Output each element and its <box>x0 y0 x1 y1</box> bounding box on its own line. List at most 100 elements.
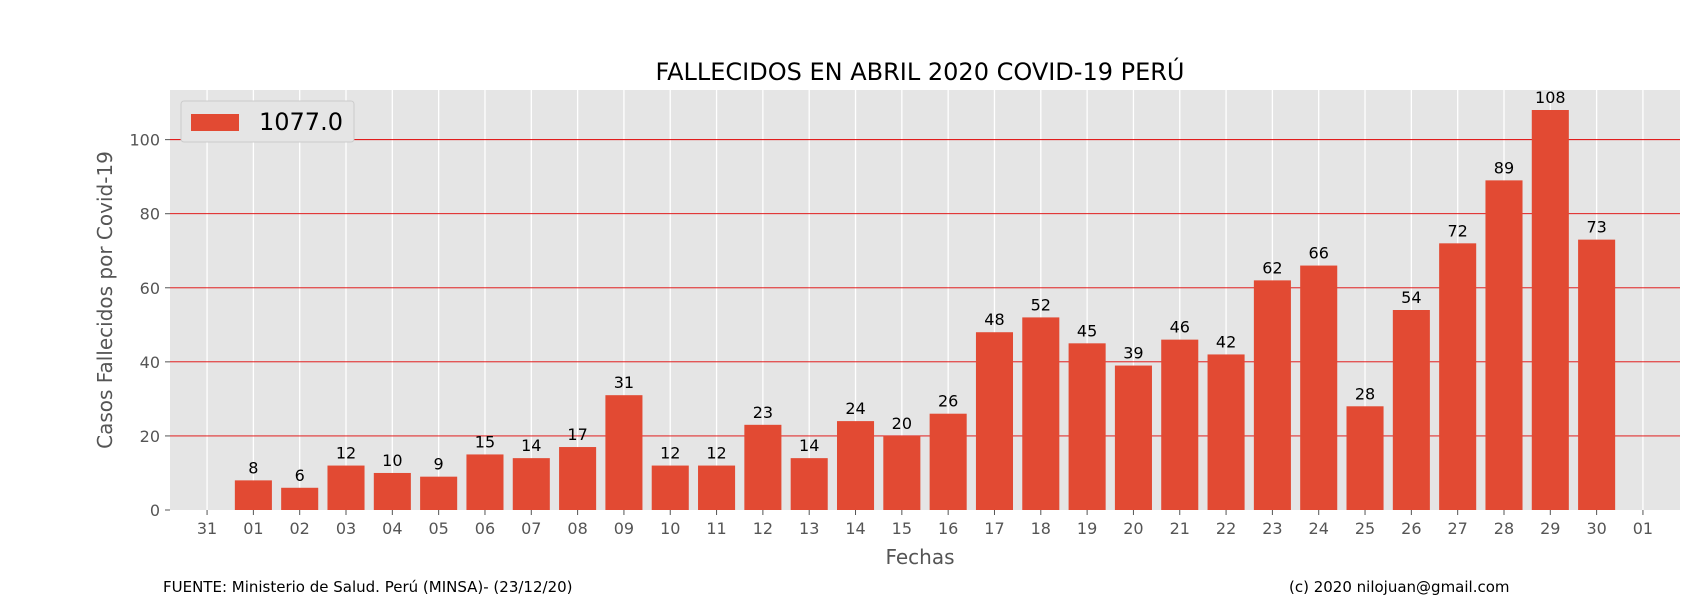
x-axis-label: Fechas <box>885 545 954 569</box>
x-tick-label: 07 <box>521 519 541 538</box>
x-tick-label: 30 <box>1586 519 1606 538</box>
x-tick-label: 04 <box>382 519 402 538</box>
x-tick-label: 19 <box>1077 519 1097 538</box>
bar <box>512 458 550 510</box>
bar-value-label: 89 <box>1494 158 1514 177</box>
bar-value-label: 17 <box>567 425 587 444</box>
bar-value-label: 39 <box>1123 344 1143 363</box>
x-tick-label: 17 <box>984 519 1004 538</box>
bar <box>836 421 875 510</box>
bar-value-label: 62 <box>1262 258 1282 277</box>
bar <box>1578 239 1616 510</box>
x-tick-label: 22 <box>1216 519 1236 538</box>
bar-value-label: 14 <box>799 436 819 455</box>
y-tick-label: 80 <box>140 205 160 224</box>
y-axis-label: Casos Fallecidos por Covid-19 <box>93 151 117 449</box>
bar <box>559 447 597 510</box>
x-tick-label: 24 <box>1309 519 1329 538</box>
bar-value-label: 8 <box>248 458 258 477</box>
bar <box>929 413 967 510</box>
bar-value-label: 52 <box>1031 295 1051 314</box>
bar-value-label: 26 <box>938 392 958 411</box>
x-tick-label: 08 <box>567 519 587 538</box>
bar <box>1300 265 1338 510</box>
bar <box>1439 243 1477 511</box>
bar-value-label: 12 <box>336 444 356 463</box>
x-tick-label: 10 <box>660 519 680 538</box>
x-tick-label: 23 <box>1262 519 1282 538</box>
bar <box>373 472 411 510</box>
bar <box>1207 354 1245 510</box>
y-tick-label: 60 <box>140 279 160 298</box>
bar <box>281 487 319 510</box>
bar-value-label: 48 <box>984 310 1004 329</box>
bar-value-label: 73 <box>1586 218 1606 237</box>
bar-value-label: 12 <box>660 444 680 463</box>
bar-value-label: 14 <box>521 436 541 455</box>
bar <box>1531 110 1569 510</box>
x-tick-label: 09 <box>614 519 634 538</box>
bar <box>1022 317 1060 510</box>
bar <box>744 424 782 510</box>
x-tick-label: 20 <box>1123 519 1143 538</box>
x-tick-label: 31 <box>197 519 217 538</box>
legend: 1077.0 <box>180 100 355 143</box>
bar-value-label: 45 <box>1077 321 1097 340</box>
bar-value-label: 10 <box>382 451 402 470</box>
bar-value-label: 12 <box>706 444 726 463</box>
bar <box>883 435 921 510</box>
bar <box>975 332 1014 510</box>
x-tick-label: 12 <box>753 519 773 538</box>
bar <box>1114 365 1152 510</box>
bar <box>651 465 689 510</box>
legend-label: 1077.0 <box>259 108 343 136</box>
credit-note: (c) 2020 nilojuan@gmail.com <box>1289 578 1510 596</box>
x-tick-label: 18 <box>1031 519 1051 538</box>
x-tick-label: 14 <box>845 519 865 538</box>
x-tick-label: 01 <box>243 519 263 538</box>
x-tick-label: 21 <box>1170 519 1190 538</box>
x-tick-label: 16 <box>938 519 958 538</box>
bar-value-label: 31 <box>614 373 634 392</box>
y-tick-label: 100 <box>129 131 160 150</box>
bar-value-labels: 8 6 12 10 9 15 14 17 31 12 12 23 14 24 20 26 48 52 45 39 46 4… <box>248 88 1607 485</box>
x-tick-label: 26 <box>1401 519 1421 538</box>
x-axis-ticks: 31 01 02 03 04 05 06 07 08 09 10 11 12 13 14 15 16 17 18 19… <box>197 510 1653 538</box>
x-tick-label: 01 <box>1633 519 1653 538</box>
bar-value-label: 46 <box>1170 318 1190 337</box>
y-tick-label: 0 <box>150 501 160 520</box>
bar-value-label: 15 <box>475 432 495 451</box>
bar-value-label: 72 <box>1447 221 1467 240</box>
bar <box>327 465 365 510</box>
legend-box <box>180 100 355 143</box>
bar <box>1485 180 1523 511</box>
x-tick-label: 28 <box>1494 519 1514 538</box>
y-tick-label: 40 <box>140 353 160 372</box>
x-tick-label: 29 <box>1540 519 1560 538</box>
x-tick-label: 06 <box>475 519 495 538</box>
bar <box>466 454 504 510</box>
bar-value-label: 28 <box>1355 384 1375 403</box>
x-tick-label: 05 <box>428 519 448 538</box>
bar <box>1161 339 1199 510</box>
legend-swatch <box>191 114 239 131</box>
y-axis-ticks: 0 20 40 60 80 100 <box>129 131 170 520</box>
bar-value-label: 24 <box>845 399 865 418</box>
bar <box>698 465 736 510</box>
bars <box>234 110 1616 511</box>
x-tick-label: 02 <box>290 519 310 538</box>
bar <box>1253 280 1291 510</box>
bar <box>234 480 272 510</box>
bar <box>1068 343 1106 510</box>
bar-value-label: 42 <box>1216 332 1236 351</box>
chart-title: FALLECIDOS EN ABRIL 2020 COVID-19 PERÚ <box>656 56 1185 86</box>
x-tick-label: 03 <box>336 519 356 538</box>
bar-value-label: 23 <box>753 403 773 422</box>
x-tick-label: 11 <box>706 519 726 538</box>
y-tick-label: 20 <box>140 427 160 446</box>
x-tick-label: 13 <box>799 519 819 538</box>
bar <box>790 458 828 510</box>
bar <box>1346 406 1384 510</box>
source-note: FUENTE: Ministerio de Salud. Perú (MINSA… <box>163 578 573 596</box>
